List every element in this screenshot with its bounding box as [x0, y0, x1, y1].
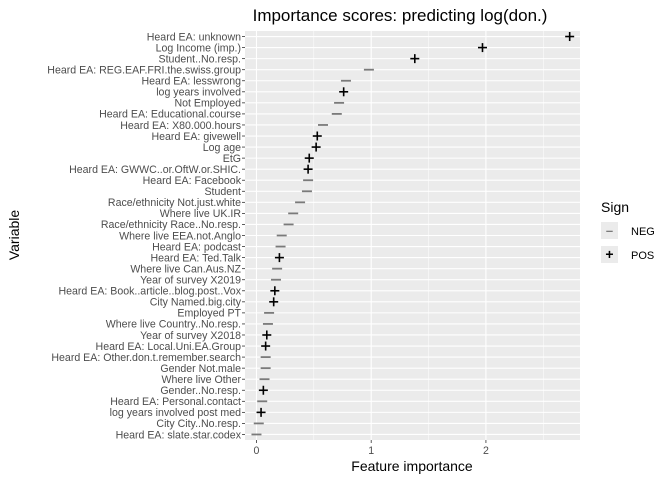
point-pos [274, 253, 284, 263]
y-tick-label: Heard EA: REG.EAF.FRI.the.swiss.group [47, 64, 241, 76]
legend-glyph-pos: + [605, 246, 613, 262]
y-tick-label: Where live Country..No.resp. [106, 319, 241, 331]
y-axis-label: Variable [6, 210, 22, 261]
y-tick-label: Gender..No.resp. [160, 385, 241, 397]
legend: Sign – NEG + POS [601, 199, 655, 263]
y-tick-label: Log age [203, 142, 241, 154]
x-tick-label: 1 [368, 445, 374, 457]
y-tick-label: Race/ethnicity Race..No.resp. [101, 219, 241, 231]
y-tick-label: Heard EA: podcast [152, 241, 241, 253]
y-tick-label: EtG [223, 153, 241, 165]
y-tick-label: Heard EA: unknown [147, 31, 241, 43]
point-pos [410, 54, 420, 64]
legend-key-pos [601, 246, 618, 263]
chart-title: Importance scores: predicting log(don.) [253, 6, 548, 25]
point-pos [258, 385, 268, 395]
y-tick-label: Where live Other [162, 374, 242, 386]
y-tick-label: Heard EA: givewell [152, 131, 242, 143]
y-tick-label: Heard EA: X80.000.hours [120, 120, 241, 132]
y-tick-label: Heard EA: slate.star.codex [116, 429, 242, 441]
x-axis-label: Feature importance [351, 458, 473, 474]
y-tick-label: Employed PT [177, 308, 241, 320]
x-ticks: 0 1 2 [254, 440, 489, 457]
y-tick-label: Not Employed [174, 98, 241, 110]
y-tick-label: City Named.big.city [150, 297, 242, 309]
point-pos [311, 142, 321, 152]
legend-label-neg: NEG [631, 226, 655, 238]
point-pos [261, 341, 271, 351]
y-tick-label: Student..No.resp. [159, 53, 241, 65]
point-pos [269, 297, 279, 307]
y-tick-label: log years involved [156, 87, 241, 99]
legend-glyph-neg: – [606, 223, 613, 238]
y-tick-label: Heard EA: Facebook [143, 175, 242, 187]
y-tick-label: Student [204, 186, 241, 198]
y-tick-label: Heard EA: Book..article..blog.post..Vox [58, 286, 241, 298]
y-tick-label: Heard EA: Educational.course [99, 109, 241, 121]
data-marks [251, 32, 575, 436]
y-tick-label: Heard EA: Ted.Talk [151, 252, 242, 264]
point-pos [270, 286, 280, 296]
y-tick-label: Heard EA: lesswrong [141, 76, 241, 88]
y-tick-label: Gender Not.male [160, 363, 241, 375]
point-pos [303, 164, 313, 174]
y-tick-label: City City..No.resp. [156, 418, 241, 430]
legend-title: Sign [601, 199, 629, 215]
legend-label-pos: POS [631, 250, 654, 262]
point-pos [256, 407, 266, 417]
y-tick-label: Heard EA: Other.don.t.remember.search [51, 352, 241, 364]
legend-key-neg [601, 222, 618, 239]
y-tick-label: Year of survey X2018 [140, 330, 241, 342]
point-pos [477, 43, 487, 53]
y-tick-label: log years involved post med [110, 407, 241, 419]
y-tick-label: Where live Can.Aus.NZ [130, 263, 241, 275]
point-pos [304, 153, 314, 163]
y-tick-label: Heard EA: Local.Uni.EA.Group [96, 341, 242, 353]
x-tick-label: 2 [483, 445, 489, 457]
y-tick-label: Year of survey X2019 [140, 275, 241, 287]
x-tick-label: 0 [254, 445, 260, 457]
y-tick-label: Race/ethnicity Not.just.white [108, 197, 241, 209]
point-pos [565, 32, 575, 42]
point-pos [312, 131, 322, 141]
point-pos [339, 87, 349, 97]
point-pos [262, 330, 272, 340]
y-tick-label: Heard EA: GWWC..or.OftW.or.SHIC. [69, 164, 241, 176]
y-tick-label: Log Income (imp.) [156, 42, 241, 54]
y-tick-label: Where live UK.IR [160, 208, 242, 220]
grid-lines [245, 31, 580, 440]
y-tick-label: Heard EA: Personal.contact [110, 396, 241, 408]
y-tick-label: Where live EEA.not.Anglo [119, 230, 241, 242]
